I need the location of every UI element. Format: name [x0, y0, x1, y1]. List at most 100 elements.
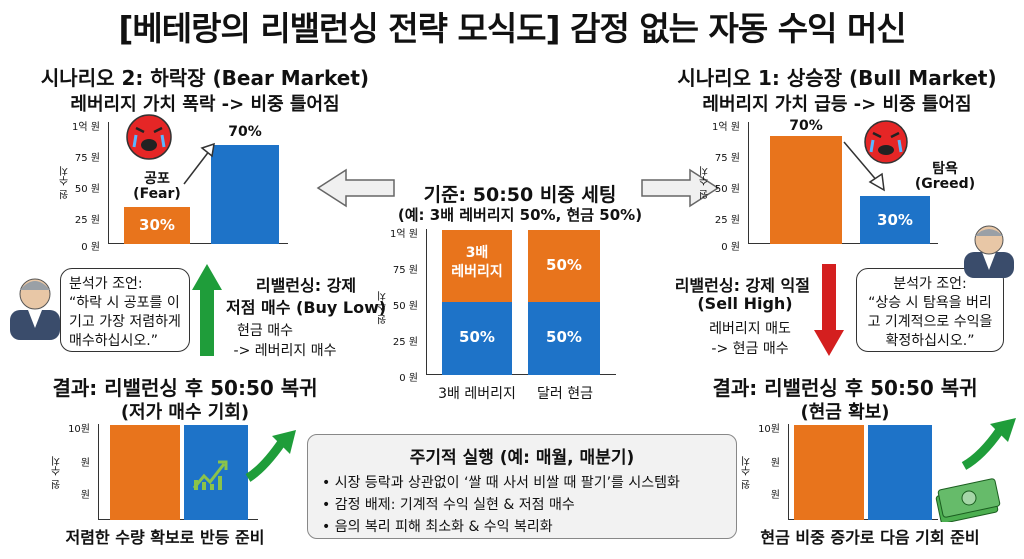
tick-label: 원: [770, 490, 780, 501]
growth-chart-icon: [192, 460, 228, 490]
baseline-subheading: (예: 3배 레버리지 50%, 현금 50%): [397, 206, 643, 224]
y-axis-label: 원 수치: [52, 456, 63, 490]
bull-subheading: 레버리지 가치 급등 -> 비중 틀어짐: [702, 94, 972, 115]
tick-label: 10원: [758, 424, 780, 435]
emotion-label: 탐욕: [932, 161, 958, 177]
right-arrow-icon: [641, 168, 720, 208]
tick-label: 25 원: [714, 215, 740, 226]
bull-result-chart: 10원 원 원 원 수치: [740, 420, 940, 520]
advisor-bubble-left: 분석가 조언: “하락 시 공포를 이기고 가장 저렴하게 매수하십시오.”: [60, 268, 190, 352]
bull-chart: 1억 원 75 원 50 원 25 원 0 원 원 수치 70% 30% 탐욕 …: [700, 118, 1000, 253]
bull-action-title: 리밸런싱: 강제 익절: [674, 276, 810, 295]
tick-label: 1억 원: [72, 122, 100, 133]
leverage-bar: [770, 136, 842, 244]
advisor-text: “하락 시 공포를 이기고 가장 저렴하게 매수하십시오.”: [69, 295, 181, 349]
y-axis-label: 원 수치: [742, 456, 753, 490]
bear-result: 결과: 리밸런싱 후 50:50 복귀: [52, 376, 318, 400]
bar-label: 70%: [789, 118, 823, 134]
cash-bar: [868, 425, 932, 520]
leverage-bottom-bar: 50%: [442, 302, 512, 375]
tick-label: 75 원: [74, 153, 100, 164]
tick-label: 75 원: [392, 265, 418, 276]
tick-label: 50 원: [392, 301, 418, 312]
bull-action-line2: -> 현금 매수: [711, 341, 789, 357]
tick-label: 1억 원: [390, 229, 418, 240]
tick-label: 원: [80, 458, 90, 469]
category-label: 3배 레버리지: [438, 386, 516, 402]
cash-stack-icon: [935, 478, 1001, 522]
bull-result: 결과: 리밸런싱 후 50:50 복귀: [712, 376, 978, 400]
category-label: 달러 현금: [537, 386, 593, 402]
bull-heading: 시나리오 1: 상승장 (Bull Market): [677, 66, 997, 90]
shift-arrow-icon: [183, 142, 215, 185]
tick-label: 0 원: [721, 242, 740, 253]
advisor-icon: [964, 225, 1014, 278]
bull-result-sub: (현금 확보): [800, 402, 890, 423]
tick-label: 25 원: [392, 337, 418, 348]
periodic-execution-box: 주기적 실행 (예: 매월, 매분기) 시장 등락과 상관없이 ‘쌀 때 사서 …: [307, 434, 737, 539]
green-trend-arrow-icon: [245, 430, 296, 482]
tick-label: 50 원: [714, 184, 740, 195]
bear-heading: 시나리오 2: 하락장 (Bear Market): [40, 66, 370, 90]
cash-bar: [211, 145, 279, 244]
execution-list: 시장 등락과 상관없이 ‘쌀 때 사서 비쌀 때 팔기’를 시스템화 감정 배제…: [308, 472, 736, 538]
emotion-en-label: (Fear): [133, 186, 181, 202]
tick-label: 0 원: [81, 242, 100, 253]
bear-action-title: 리밸런싱: 강제: [255, 276, 357, 295]
tick-label: 10원: [68, 424, 90, 435]
y-axis-label: 원 수치: [378, 291, 389, 325]
tick-label: 25 원: [74, 215, 100, 226]
advisor-icon: [10, 278, 60, 340]
bear-result-chart: 10원 원 원 원 수치: [50, 420, 260, 520]
baseline-chart: 1억 원 75 원 50 원 25 원 0 원 원 수치 3배 레버리지 50%…: [378, 225, 618, 410]
advisor-title: 분석가 조언:: [893, 276, 967, 292]
chart-axis: [748, 122, 938, 244]
bar-label: 50%: [546, 256, 582, 274]
baseline-heading: 기준: 50:50 비중 세팅: [423, 184, 617, 206]
bear-action-line1: 현금 매수: [237, 323, 293, 339]
advisor-text: “상승 시 탐욕을 버리고 기계적으로 수익을 확정하십시오.”: [867, 295, 993, 349]
bar-label: 3배 레버리지: [451, 245, 503, 280]
bar-label: 50%: [546, 328, 582, 346]
tick-label: 50 원: [74, 184, 100, 195]
page-title: [베테랑의 리밸런싱 전략 모식도] 감정 없는 자동 수익 머신: [118, 9, 906, 48]
tick-label: 0 원: [399, 373, 418, 384]
list-item: 감정 배제: 기계적 수익 실현 & 저점 매수: [322, 494, 736, 516]
bear-subheading: 레버리지 가치 폭락 -> 비중 틀어짐: [70, 94, 340, 115]
bear-action-title2: 저점 매수 (Buy Low): [226, 298, 387, 317]
chart-axis: [426, 229, 616, 375]
advisor-title: 분석가 조언:: [69, 276, 143, 292]
advisor-bubble-right: 분석가 조언: “상승 시 탐욕을 버리고 기계적으로 수익을 확정하십시오.”: [856, 268, 1004, 352]
leverage-bar: [110, 425, 180, 520]
bull-action-title2: (Sell High): [697, 294, 793, 313]
bear-action-line2: -> 레버리지 매수: [233, 343, 337, 359]
bar-label: 30%: [877, 211, 913, 229]
leverage-bar: 30%: [124, 207, 190, 244]
cash-bottom-bar: 50%: [528, 302, 600, 375]
y-axis-label: 원 수치: [700, 166, 711, 200]
chart-axis: [108, 122, 288, 244]
left-arrow-icon: [316, 168, 395, 208]
tick-label: 1억 원: [712, 122, 740, 133]
bear-result-sub: (저가 매수 기회): [120, 402, 250, 423]
tick-label: 75 원: [714, 153, 740, 164]
emotion-en-label: (Greed): [914, 176, 976, 192]
bar-label: 70%: [228, 124, 262, 140]
up-arrow-icon: [192, 264, 222, 356]
list-item: 시장 등락과 상관없이 ‘쌀 때 사서 비쌀 때 팔기’를 시스템화: [322, 472, 736, 494]
greed-face-icon: [864, 120, 908, 164]
bar-label: 50%: [459, 328, 495, 346]
leverage-top-bar: 3배 레버리지: [442, 230, 512, 302]
bull-footer: 현금 비중 증가로 다음 기회 준비: [760, 528, 980, 547]
down-arrow-icon: [814, 264, 844, 356]
tick-label: 원: [80, 490, 90, 501]
shift-arrow-icon: [843, 141, 885, 192]
cash-top-bar: 50%: [528, 230, 600, 302]
leverage-bar: [794, 425, 864, 520]
fear-face-icon: [126, 114, 172, 160]
tick-label: 원: [770, 458, 780, 469]
emotion-label: 공포: [144, 171, 170, 187]
y-axis-label: 원 수치: [60, 166, 71, 200]
bear-footer: 저렴한 수량 확보로 반등 준비: [65, 528, 265, 547]
bear-chart: 1억 원 75 원 50 원 25 원 0 원 원 수치 30% 70% 공포 …: [60, 118, 290, 253]
